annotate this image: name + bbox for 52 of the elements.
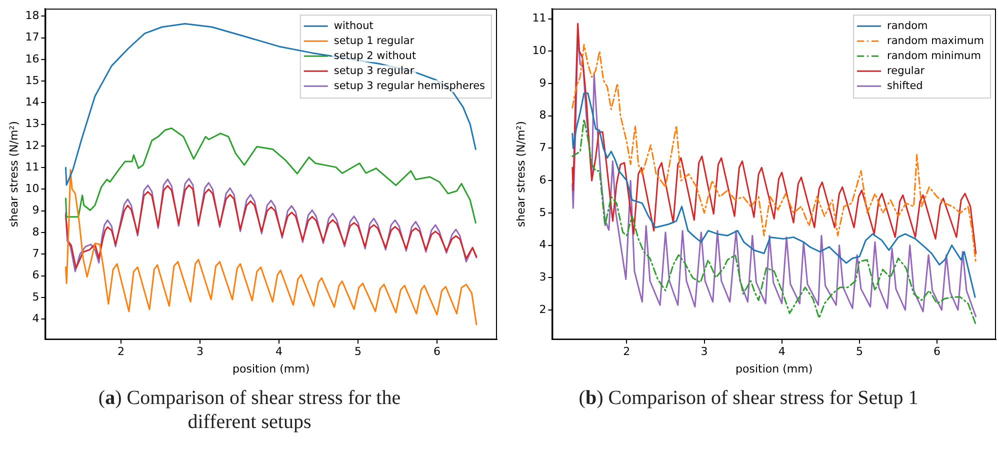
legend-label: setup 1 regular [334, 34, 415, 47]
y-tick-label: 7 [32, 247, 40, 260]
line-series [572, 118, 977, 326]
y-tick-label: 8 [32, 225, 40, 238]
y-tick-label: 17 [25, 30, 40, 44]
y-tick-label: 14 [25, 96, 40, 109]
legend-label: shifted [887, 80, 923, 92]
x-tick-label: 5 [856, 345, 863, 358]
x-tick-label: 2 [118, 345, 125, 358]
y-tick-label: 5 [32, 290, 40, 304]
x-tick-label: 3 [196, 345, 204, 358]
y-tick-label: 9 [32, 204, 40, 217]
y-tick-label: 15 [25, 74, 40, 87]
legend-label: regular [887, 64, 926, 77]
legend-label: without [334, 20, 374, 32]
legend-label: setup 2 without [334, 50, 416, 62]
y-tick-label: 12 [25, 138, 40, 152]
legend-label: random minimum [887, 50, 981, 62]
y-tick-label: 6 [539, 173, 546, 186]
y-tick-label: 9 [539, 76, 546, 90]
y-tick-label: 10 [25, 182, 40, 196]
text: (a) Comparison of shear stress for the different setups [97, 386, 402, 434]
y-axis-title: shear stress (N/m²) [7, 121, 20, 228]
y-tick-label: 2 [539, 302, 546, 316]
legend-label: random maximum [887, 34, 984, 47]
x-tick-label: 6 [433, 345, 440, 358]
x-tick-label: 6 [934, 345, 941, 358]
y-tick-label: 13 [25, 117, 40, 130]
x-tick-label: 5 [354, 345, 362, 358]
legend-label: random [887, 20, 928, 32]
y-tick-label: 3 [539, 270, 546, 284]
x-tick-label: 4 [778, 345, 786, 358]
y-tick-label: 18 [25, 9, 40, 22]
y-tick-label: 5 [539, 206, 546, 219]
y-tick-label: 11 [25, 160, 40, 174]
y-tick-label: 6 [32, 268, 40, 282]
x-tick-label: 3 [700, 345, 708, 358]
y-tick-label: 11 [532, 12, 546, 25]
x-tick-label: 2 [623, 345, 630, 358]
y-tick-label: 16 [25, 52, 40, 66]
y-tick-label: 7 [539, 141, 546, 154]
y-tick-label: 10 [532, 44, 546, 58]
text: (b) Comparison of shear stress for Setup 1 [578, 386, 920, 410]
x-axis-title: position (mm) [736, 362, 813, 376]
legend-label: setup 3 regular [334, 64, 415, 77]
legend-label: setup 3 regular hemispheres [334, 80, 486, 92]
x-tick-label: 4 [275, 345, 282, 358]
y-tick-label: 4 [539, 238, 546, 252]
y-axis-title: shear stress (N/m²) [514, 121, 528, 228]
x-axis-title: position (mm) [232, 362, 310, 376]
y-tick-label: 4 [32, 312, 40, 325]
y-tick-label: 8 [539, 108, 546, 122]
